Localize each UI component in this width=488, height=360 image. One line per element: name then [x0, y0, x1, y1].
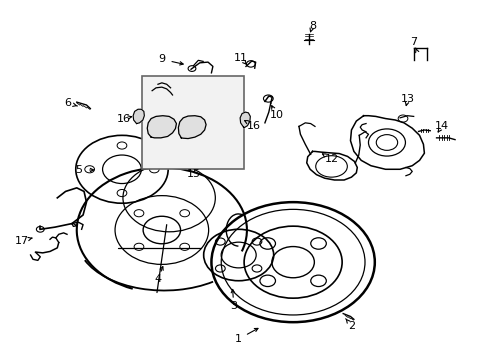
Text: 9: 9 [158, 54, 165, 64]
Bar [142, 76, 244, 169]
Text: 16: 16 [117, 113, 131, 123]
Text: 13: 13 [400, 94, 414, 104]
Polygon shape [133, 109, 144, 123]
Polygon shape [240, 112, 250, 127]
Text: 12: 12 [325, 154, 338, 164]
Text: 5: 5 [76, 165, 82, 175]
Text: 8: 8 [308, 21, 315, 31]
Text: 2: 2 [347, 321, 354, 331]
Polygon shape [178, 116, 205, 139]
Text: 3: 3 [230, 301, 237, 311]
Text: 6: 6 [64, 98, 71, 108]
Text: 15: 15 [186, 168, 200, 179]
Text: 16: 16 [247, 121, 261, 131]
Text: 17: 17 [15, 236, 29, 246]
Polygon shape [147, 116, 176, 138]
Text: 11: 11 [233, 53, 247, 63]
Text: 14: 14 [434, 121, 448, 131]
Text: 1: 1 [235, 334, 242, 344]
Text: 10: 10 [269, 110, 283, 120]
Text: 7: 7 [409, 37, 416, 48]
Text: 4: 4 [154, 274, 161, 284]
